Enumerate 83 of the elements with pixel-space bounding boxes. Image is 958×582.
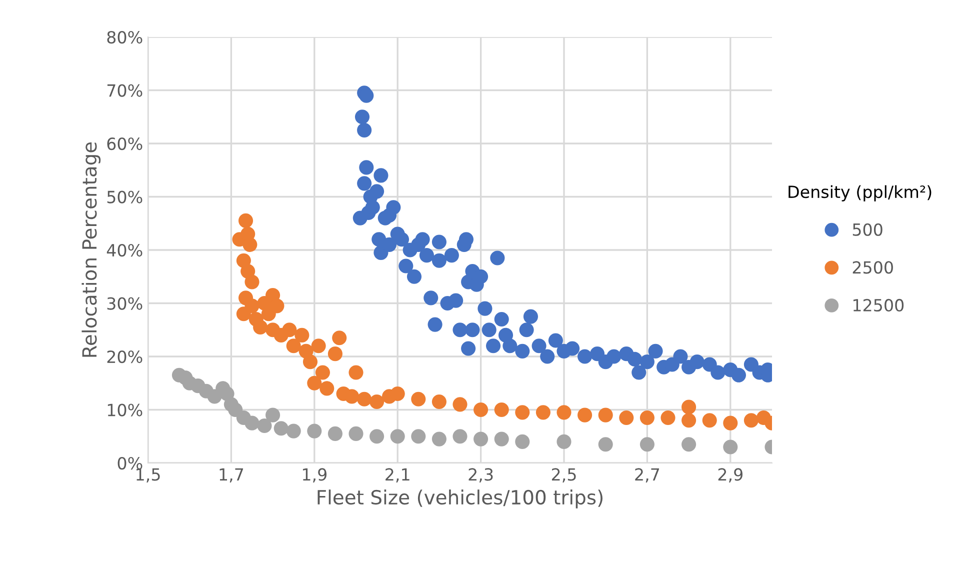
point (253, 320, 268, 334)
point (286, 338, 301, 354)
point (307, 376, 322, 390)
x-axis-title: Fleet Size (vehicles/100 trips) (318, 490, 602, 508)
point (328, 426, 342, 441)
point (556, 405, 572, 420)
point (702, 413, 717, 428)
x-tick-label: 2,7 (635, 468, 660, 482)
point (536, 405, 550, 420)
x-tick-label: 2,1 (386, 468, 410, 482)
x-tick-label: 1,5 (136, 468, 160, 482)
point (244, 274, 260, 290)
y-tick-label: 50% (107, 190, 142, 204)
point (390, 386, 405, 402)
point (556, 434, 572, 449)
point (257, 418, 272, 434)
point (723, 440, 738, 454)
point (270, 298, 284, 314)
point (344, 389, 360, 404)
point (328, 346, 342, 362)
x-tick-label: 1,9 (302, 468, 326, 482)
point (307, 424, 322, 438)
point (474, 402, 488, 418)
y-tick-label: 0% (118, 456, 142, 470)
point (390, 429, 405, 444)
point (452, 429, 468, 444)
point (282, 322, 297, 338)
point (723, 416, 738, 430)
y-tick-label: 20% (107, 350, 142, 364)
point (432, 432, 446, 446)
point (515, 405, 530, 420)
point (682, 437, 696, 452)
point (238, 213, 254, 228)
point (598, 437, 613, 452)
point (411, 392, 426, 406)
point (242, 237, 258, 252)
legend-label: 2500 (852, 261, 893, 274)
y-tick-label: 70% (107, 84, 142, 97)
y-axis-title: Relocation Percentage (82, 142, 101, 357)
point (619, 410, 634, 426)
y-tick-label: 80% (107, 30, 142, 44)
point (682, 413, 696, 428)
y-tick-label: 10% (108, 404, 142, 416)
y-tick-label: 30% (107, 297, 142, 310)
point (357, 392, 372, 406)
point (640, 410, 654, 426)
point (682, 400, 696, 414)
x-tick-label: 1,7 (220, 468, 244, 482)
point (411, 429, 426, 444)
x-tick-label: 2,9 (718, 468, 742, 482)
point (274, 421, 288, 436)
point (432, 394, 446, 410)
point (598, 408, 613, 422)
point (578, 408, 592, 422)
point (452, 397, 468, 412)
point (320, 381, 334, 396)
point (302, 354, 318, 370)
point (370, 429, 384, 444)
point (640, 437, 654, 452)
point (348, 365, 364, 380)
point (660, 410, 676, 426)
point (294, 328, 310, 342)
legend-label: 12500 (853, 298, 904, 312)
legend-title: Density (ppl/km²) (788, 185, 932, 202)
point (332, 330, 347, 346)
point (515, 434, 530, 449)
point (348, 426, 364, 441)
point (266, 408, 280, 422)
point (315, 365, 330, 380)
x-tick-label: 2,3 (468, 468, 493, 482)
point (474, 432, 488, 446)
point (244, 298, 260, 314)
point (744, 413, 758, 428)
y-tick-label: 60% (107, 137, 142, 150)
y-tick-label: 40% (106, 244, 142, 257)
point (370, 394, 384, 410)
point (494, 402, 509, 418)
point (244, 416, 260, 430)
legend-label: 500 (852, 223, 882, 236)
point (286, 424, 301, 438)
point (311, 338, 326, 354)
point (494, 432, 509, 446)
x-tick-label: 2,5 (552, 468, 576, 482)
